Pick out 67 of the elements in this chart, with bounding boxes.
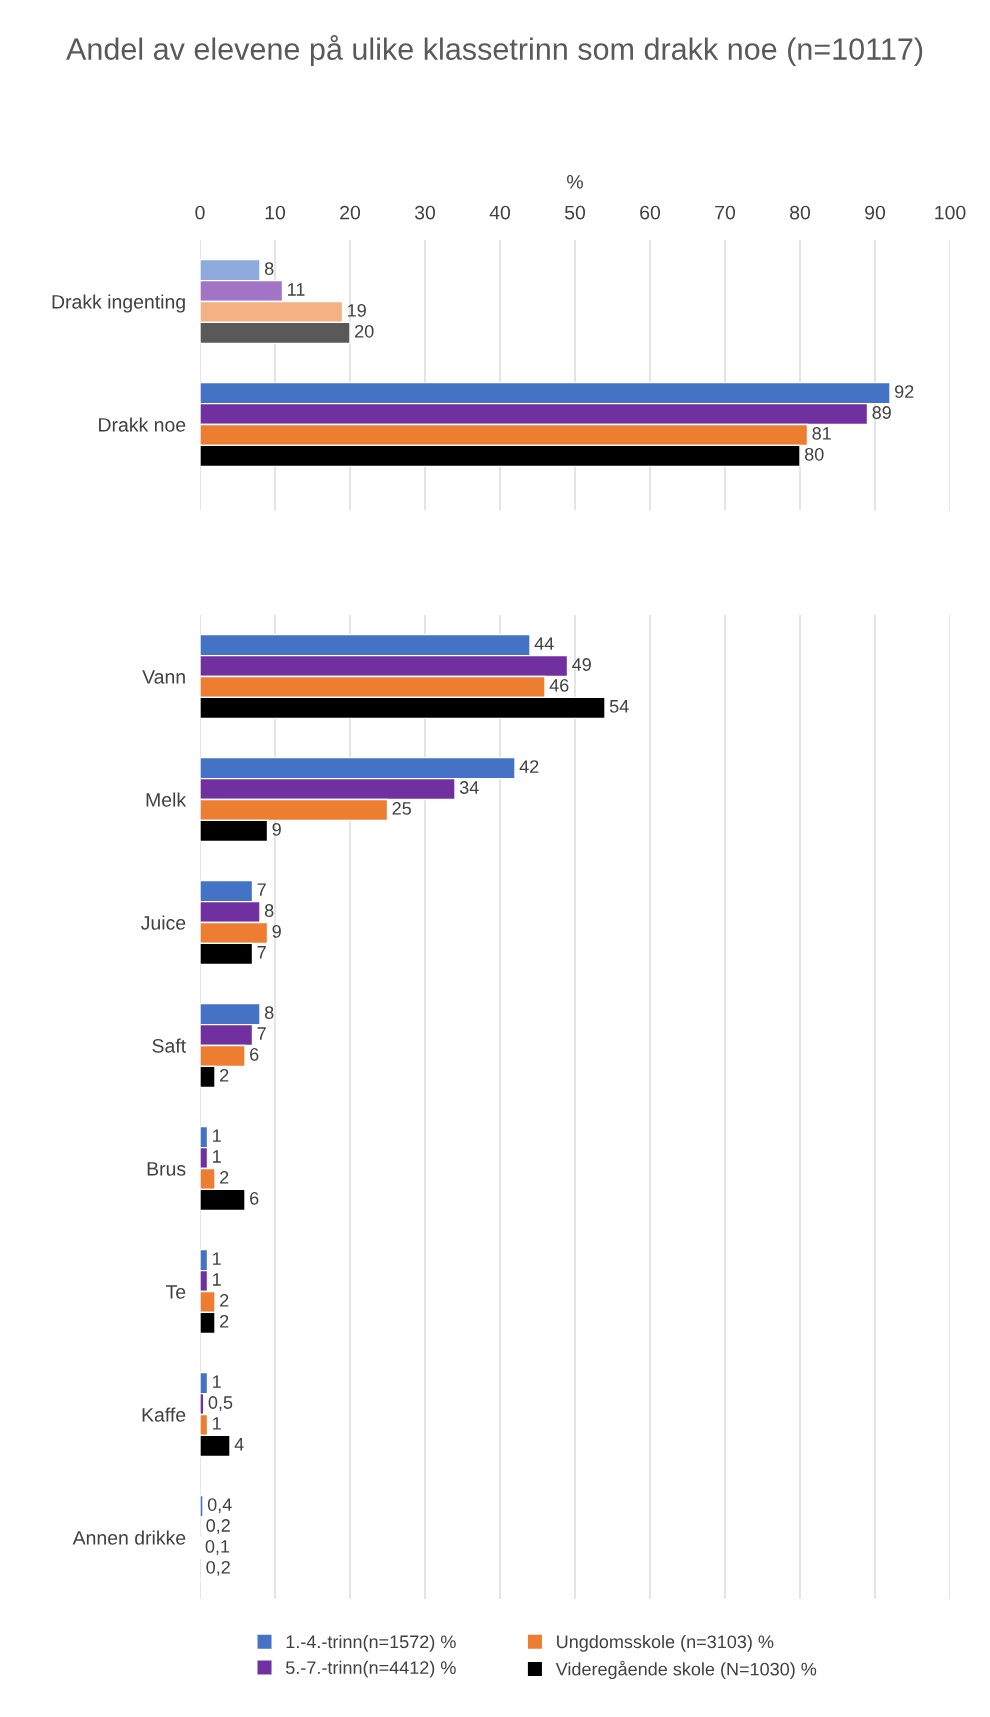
data-label: 1: [213, 1252, 221, 1265]
x-tick-label: 40: [489, 205, 511, 220]
data-label: 9: [272, 925, 281, 938]
data-label: 0,2: [206, 1560, 230, 1576]
data-label: 11: [288, 283, 305, 296]
x-tick-label: 20: [340, 205, 361, 220]
data-label: 54: [609, 700, 629, 713]
data-label: 8: [264, 1006, 274, 1019]
x-tick-label: 80: [790, 205, 811, 220]
data-label: 92: [895, 385, 914, 398]
data-label: 25: [392, 802, 411, 815]
y-tick-label: Drakk ingenting: [52, 294, 185, 313]
legend-label: 1.-4.-trinn(n=1572) %: [286, 1634, 456, 1652]
x-tick-label: 70: [715, 205, 736, 220]
y-tick-label: Kaffe: [142, 1407, 186, 1422]
data-label: 9: [272, 822, 281, 836]
data-label: 1: [213, 1273, 221, 1286]
data-label: 44: [534, 637, 554, 650]
data-label: 7: [257, 1027, 266, 1040]
data-label: 34: [459, 781, 479, 794]
x-axis-title: %: [567, 175, 583, 189]
data-label: 7: [257, 883, 266, 896]
data-label: 4: [234, 1438, 244, 1451]
data-label: 19: [348, 304, 366, 317]
data-label: 2: [220, 1068, 229, 1082]
data-label: 1: [213, 1417, 221, 1430]
x-tick-label: 60: [640, 205, 661, 220]
data-label: 81: [812, 427, 831, 440]
data-label: 0,2: [206, 1519, 230, 1535]
x-tick-label: 30: [414, 205, 436, 220]
legend-label: 5.-7.-trinn(n=4412) %: [285, 1660, 456, 1678]
data-label: 7: [257, 946, 266, 959]
legend-label: Ungdomsskole (n=3103) %: [557, 1634, 774, 1652]
data-label: 2: [220, 1171, 229, 1184]
y-tick-label: Brus: [147, 1162, 186, 1176]
data-label: 89: [872, 406, 891, 419]
y-tick-label: Vann: [142, 670, 185, 684]
y-tick-label: Juice: [141, 915, 186, 930]
y-tick-label: Melk: [146, 792, 187, 807]
data-label: 0,1: [205, 1540, 230, 1555]
data-label: 20: [355, 324, 374, 338]
legend-label: Videregående skole (N=1030) %: [555, 1660, 817, 1680]
x-tick-label: 50: [564, 205, 586, 220]
data-label: 2: [220, 1294, 229, 1307]
data-label: 42: [519, 760, 539, 773]
x-tick-label: 0: [195, 205, 205, 220]
data-label: 49: [572, 658, 591, 671]
y-tick-label: Te: [166, 1285, 186, 1299]
data-label: 8: [264, 262, 274, 275]
x-tick-label: 90: [865, 205, 886, 220]
data-label: 6: [250, 1191, 259, 1205]
data-label: 80: [804, 447, 824, 461]
data-label: 0,5: [208, 1396, 233, 1412]
y-tick-label: Saft: [152, 1038, 186, 1053]
x-tick-label: 100: [935, 205, 966, 220]
data-label: 8: [264, 904, 274, 917]
data-label: 2: [220, 1314, 229, 1328]
y-tick-label: Drakk noe: [99, 417, 186, 432]
data-label: 0,4: [207, 1498, 232, 1514]
y-tick-label: Annen drikke: [72, 1530, 186, 1545]
data-label: 1: [213, 1375, 221, 1388]
data-label: 1: [213, 1150, 221, 1163]
x-tick-label: 10: [265, 205, 286, 220]
data-label: 6: [250, 1048, 259, 1061]
data-label: 1: [213, 1129, 221, 1142]
data-label: 46: [549, 679, 569, 692]
chart-title: Andel av elevene på ulike klassetrinn som drakk noe (n=10117): [66, 35, 923, 66]
